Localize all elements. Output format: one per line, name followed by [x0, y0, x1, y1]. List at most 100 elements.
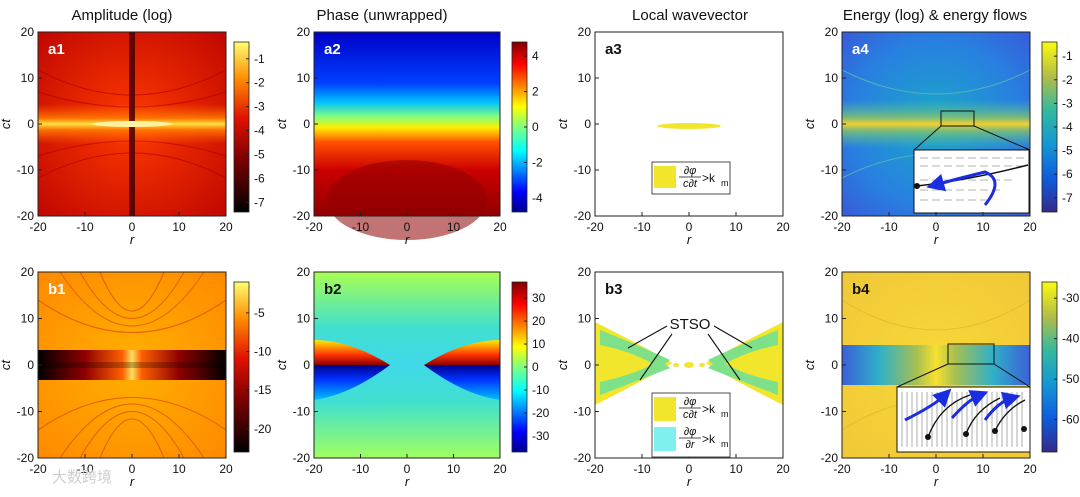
ytick-label: -20 — [821, 209, 839, 223]
ytick-label: -20 — [293, 451, 311, 465]
legend-relation: >k — [702, 402, 716, 416]
ytick-label: 20 — [21, 25, 35, 39]
ytick-label: 0 — [303, 358, 310, 372]
xtick-label: -20 — [29, 220, 47, 234]
colorbar-tick-label: -2 — [1062, 73, 1073, 87]
panel-a4 — [841, 32, 1031, 216]
panel-label-b4: b4 — [852, 281, 870, 298]
colorbar-tick-label: -3 — [254, 100, 265, 114]
ytick-label: 0 — [831, 358, 838, 372]
ytick-label: -10 — [293, 405, 311, 419]
xtick-label: -10 — [633, 462, 651, 476]
ylabel-b4: ct — [802, 359, 817, 371]
axes-a1: -20 -10 0 10 2020100-10-20rcta1-1-2-3-4-5-6-… — [0, 25, 265, 247]
xtick-label: 0 — [404, 220, 411, 234]
ylabel-a4: ct — [802, 118, 817, 130]
legend-denominator: ∂r — [685, 439, 695, 451]
ytick-label: 10 — [297, 312, 311, 326]
xlabel-b2: r — [405, 474, 410, 489]
colorbar-tick-label: -7 — [254, 195, 265, 209]
colorbar-tick-label: -40 — [1062, 332, 1080, 346]
legend-denominator: c∂t — [683, 178, 698, 190]
ytick-label: 10 — [297, 71, 311, 85]
xtick-label: 20 — [493, 220, 507, 234]
xtick-label: -10 — [352, 220, 370, 234]
colorbar-tick-label: -4 — [1062, 120, 1073, 134]
ylabel-a2: ct — [274, 118, 289, 130]
colorbar-tick-label: -10 — [254, 345, 272, 359]
xtick-label: -10 — [880, 220, 898, 234]
ytick-label: 10 — [578, 312, 592, 326]
panel-b1 — [37, 271, 227, 459]
colorbar-b2: 30 20 10 0 -10 -20 -30 — [511, 281, 550, 453]
xtick-label: 0 — [933, 462, 940, 476]
title-a2: Phase (unwrapped) — [317, 7, 448, 24]
ylabel-b3: ct — [555, 359, 570, 371]
ytick-label: -10 — [17, 163, 35, 177]
xtick-label: 20 — [1023, 462, 1037, 476]
ytick-label: -10 — [17, 405, 35, 419]
xtick-label: 10 — [729, 462, 743, 476]
ytick-label: 10 — [578, 71, 592, 85]
legend-subscript: m — [721, 178, 729, 188]
panel-a2 — [314, 32, 500, 240]
colorbar-b1: -5 -10 -15 -20 — [233, 281, 272, 453]
xtick-label: -10 — [880, 462, 898, 476]
xtick-label: 20 — [776, 462, 790, 476]
ytick-label: 0 — [27, 117, 34, 131]
colorbar-tick-label: -30 — [532, 429, 550, 443]
ylabel-b1: ct — [0, 359, 13, 371]
ylabel-a1: ct — [0, 118, 13, 130]
xtick-label: 20 — [1023, 220, 1037, 234]
xtick-label: 10 — [172, 462, 186, 476]
colorbar-tick-label: -4 — [532, 191, 543, 205]
xtick-label: 10 — [729, 220, 743, 234]
legend-denominator: c∂t — [683, 409, 698, 421]
xlabel-a3: r — [687, 232, 692, 247]
ytick-label: -20 — [293, 209, 311, 223]
xtick-label: 10 — [976, 220, 990, 234]
xtick-label: 10 — [172, 220, 186, 234]
title-a4: Energy (log) & energy flows — [843, 7, 1027, 24]
colorbar-tick-label: 2 — [532, 85, 539, 99]
legend-swatch — [654, 166, 676, 188]
legend-numerator: ∂φ — [684, 396, 697, 408]
xtick-label: 10 — [447, 220, 461, 234]
ytick-label: 0 — [831, 117, 838, 131]
xtick-label: 20 — [219, 462, 233, 476]
xtick-label: 20 — [776, 220, 790, 234]
colorbar-tick-label: -5 — [1062, 144, 1073, 158]
ytick-label: 0 — [584, 117, 591, 131]
legend-subscript: m — [721, 439, 729, 449]
ytick-label: 10 — [825, 312, 839, 326]
xtick-label: 20 — [493, 462, 507, 476]
watermark: 大数跨境 — [52, 468, 112, 486]
xlabel-b3: r — [687, 474, 692, 489]
ytick-label: 20 — [578, 25, 592, 39]
colorbar-a2: 4 2 0 -2 -4 — [511, 41, 543, 213]
colorbar-tick-label: -5 — [254, 306, 265, 320]
colorbar-tick-label: -4 — [254, 124, 265, 138]
legend-relation: >k — [702, 432, 716, 446]
xtick-label: 10 — [447, 462, 461, 476]
ytick-label: 0 — [303, 117, 310, 131]
title-a3: Local wavevector — [632, 7, 748, 24]
b3-annotation-stso: STSO — [670, 316, 711, 333]
ytick-label: -20 — [821, 451, 839, 465]
colorbar-tick-label: -2 — [254, 76, 265, 90]
xtick-label: -20 — [305, 462, 323, 476]
ytick-label: -10 — [293, 163, 311, 177]
colorbar-tick-label: -20 — [532, 406, 550, 420]
panel-label-a4: a4 — [852, 41, 869, 58]
axes-b4: -20 -10 0 10 20 20 10 0 -10 -20 r ct b4 -30 -40 -50 -60 — [802, 265, 1080, 489]
xtick-label: -20 — [833, 220, 851, 234]
ytick-label: 10 — [825, 71, 839, 85]
colorbar-tick-label: -1 — [1062, 49, 1073, 63]
colorbar-tick-label: -20 — [254, 422, 272, 436]
colorbar-tick-label: -60 — [1062, 413, 1080, 427]
ytick-label: -20 — [574, 209, 592, 223]
ytick-label: 10 — [21, 312, 35, 326]
colorbar-gradient — [233, 281, 250, 453]
ytick-label: -10 — [574, 163, 592, 177]
